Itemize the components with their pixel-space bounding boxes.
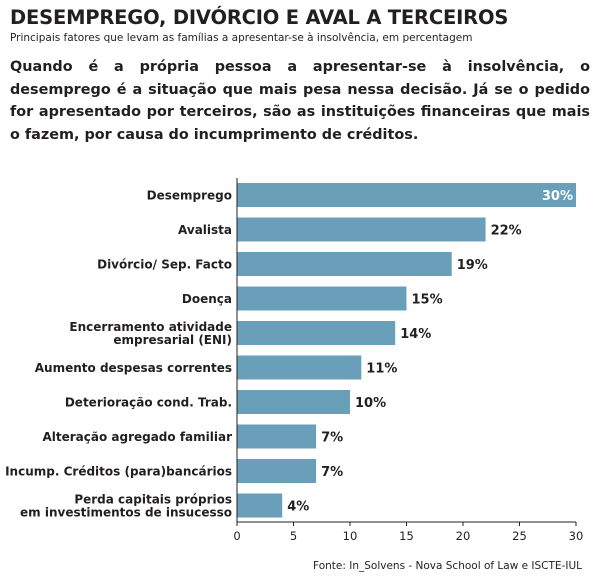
category-label: Desemprego xyxy=(147,189,232,203)
chart-subtitle: Principais fatores que levam as famílias… xyxy=(10,32,473,44)
lead-paragraph: Quando é a própria pessoa a apresentar-s… xyxy=(10,59,590,143)
category-label: Aumento despesas correntes xyxy=(35,361,232,375)
x-tick-label: 5 xyxy=(290,529,297,543)
x-tick-label: 15 xyxy=(399,529,414,543)
bar xyxy=(237,459,317,483)
bar xyxy=(237,355,362,380)
x-tick-label: 30 xyxy=(569,529,584,543)
bar xyxy=(237,183,576,207)
category-label: em investimentos de insucesso xyxy=(20,506,232,520)
value-label: 7% xyxy=(321,431,343,446)
category-label: empresarial (ENI) xyxy=(113,333,232,347)
value-label: 10% xyxy=(355,396,386,411)
bar xyxy=(237,493,283,518)
value-label: 15% xyxy=(412,293,443,308)
bar xyxy=(237,252,452,276)
value-label: 4% xyxy=(287,500,309,515)
category-label: Doença xyxy=(182,292,232,306)
bar xyxy=(237,424,317,449)
category-label: Deterioração cond. Trab. xyxy=(65,396,232,410)
x-tick-label: 10 xyxy=(343,529,358,543)
category-label: Divórcio/ Sep. Facto xyxy=(97,258,232,272)
value-label: 22% xyxy=(491,224,522,239)
x-tick-label: 20 xyxy=(456,529,471,543)
value-label: 19% xyxy=(457,258,488,273)
x-tick-label: 0 xyxy=(233,529,240,543)
bar xyxy=(237,286,407,311)
page-title: DESEMPREGO, DIVÓRCIO E AVAL A TERCEIROS xyxy=(10,6,509,29)
category-label: Encerramento atividade xyxy=(69,320,232,334)
source-note: Fonte: In_Solvens - Nova School of Law e… xyxy=(313,560,582,572)
bar xyxy=(237,217,486,242)
value-label: 14% xyxy=(400,327,431,342)
category-label: Incump. Créditos (para)bancários xyxy=(5,465,232,479)
category-label: Avalista xyxy=(178,223,232,237)
value-label: 11% xyxy=(366,362,397,377)
value-label: 30% xyxy=(542,189,573,204)
x-tick-label: 25 xyxy=(512,529,527,543)
value-label: 7% xyxy=(321,465,343,480)
category-label: Perda capitais próprios xyxy=(74,493,232,507)
bar xyxy=(237,321,396,345)
category-label: Alteração agregado familiar xyxy=(42,430,232,444)
bar xyxy=(237,390,350,414)
